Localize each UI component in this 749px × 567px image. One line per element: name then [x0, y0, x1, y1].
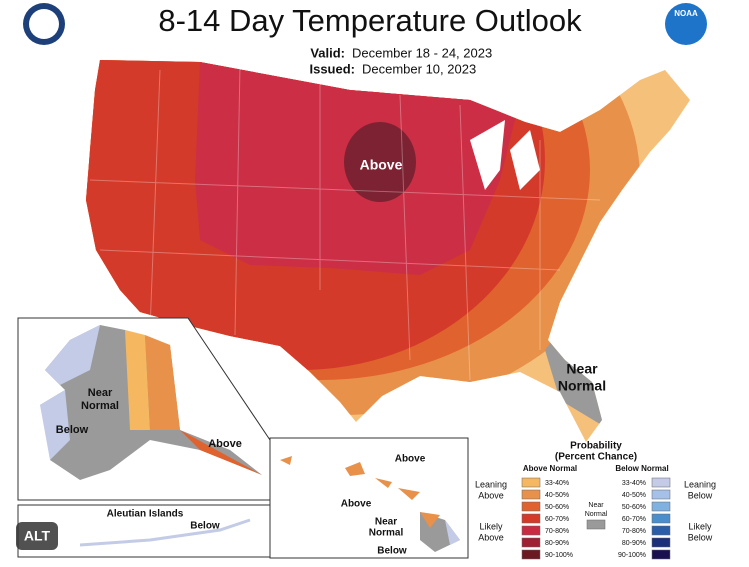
legend-swatch: [651, 525, 671, 536]
legend-group: Likely: [688, 521, 712, 531]
legend-bin-label: 60-70%: [622, 516, 646, 523]
legend-swatch: [521, 525, 541, 536]
alt-badge[interactable]: [16, 522, 58, 550]
legend-swatch: [521, 549, 541, 560]
legend-bin-label: 33-40%: [545, 480, 569, 487]
legend-bin-label: 80-90%: [622, 540, 646, 547]
issued-date: December 10, 2023: [362, 61, 476, 76]
hi-below: Below: [377, 546, 407, 557]
noaa-text: NOAA: [674, 9, 698, 18]
hi-near: Normal: [369, 528, 404, 539]
legend-bin-label: 60-70%: [545, 516, 569, 523]
legend-bin-label: 40-50%: [622, 492, 646, 499]
legend-swatch: [521, 489, 541, 500]
legend-group: Near: [588, 502, 604, 509]
legend: 33-40% 40-50% 50-60% 60-70% 70-80% 80-90% 90-1…: [521, 477, 671, 560]
ak-near: Near: [88, 387, 113, 399]
legend-bin-label: 33-40%: [622, 480, 646, 487]
legend-bin-label: 80-90%: [545, 540, 569, 547]
hi-above: Above: [341, 499, 372, 510]
doc-logo-inner: [29, 9, 59, 39]
legend-group: Above: [478, 532, 504, 542]
legend-group: Leaning: [684, 479, 716, 489]
legend-bin-label: 40-50%: [545, 492, 569, 499]
legend-group: Above: [478, 490, 504, 500]
legend-swatch: [586, 519, 606, 530]
legend-swatch: [651, 549, 671, 560]
label-near: Near: [566, 361, 598, 377]
legend-swatch: [651, 537, 671, 548]
valid-dates: December 18 - 24, 2023: [352, 45, 492, 60]
aleutian-below: Below: [190, 521, 220, 532]
legend-bin-label: 90-100%: [545, 552, 573, 559]
aleutian-box: [17, 504, 271, 558]
legend-swatch: [521, 501, 541, 512]
issued-label: Issued:: [309, 61, 355, 76]
legend-swatch: [521, 537, 541, 548]
ak-near: Normal: [81, 400, 119, 412]
legend-bin-label: 70-80%: [545, 528, 569, 535]
legend-swatch: [651, 513, 671, 524]
legend-group: Leaning: [475, 479, 507, 489]
legend-bin-label: 70-80%: [622, 528, 646, 535]
legend-title: (Percent Chance): [555, 452, 637, 463]
noaa-logo: [665, 3, 707, 45]
legend-bin-label: 50-60%: [622, 504, 646, 511]
legend-swatch: [651, 501, 671, 512]
legend-group: Below: [688, 532, 713, 542]
aleutian-title: Aleutian Islands: [107, 509, 184, 520]
label-above: Above: [360, 157, 403, 173]
legend-swatch: [651, 477, 671, 488]
hi-near: Near: [375, 517, 397, 528]
legend-swatch: [521, 477, 541, 488]
legend-bin-label: 90-100%: [618, 552, 646, 559]
conus: [86, 60, 690, 442]
legend-group: Likely: [479, 521, 503, 531]
alt-text: ALT: [24, 528, 51, 544]
legend-group: Normal: [585, 511, 608, 518]
ak-below: Below: [56, 424, 89, 436]
hi-above: Above: [395, 454, 426, 465]
legend-header: Below Normal: [615, 464, 668, 473]
legend-group: Below: [688, 490, 713, 500]
legend-swatch: [651, 489, 671, 500]
label-near: Normal: [558, 378, 606, 394]
valid-label: Valid:: [310, 45, 345, 60]
legend-bin-label: 50-60%: [545, 504, 569, 511]
legend-header: Above Normal: [523, 464, 577, 473]
ak-above: Above: [208, 438, 242, 450]
title: 8-14 Day Temperature Outlook: [158, 3, 582, 38]
legend-swatch: [521, 513, 541, 524]
legend-title: Probability: [570, 441, 622, 452]
